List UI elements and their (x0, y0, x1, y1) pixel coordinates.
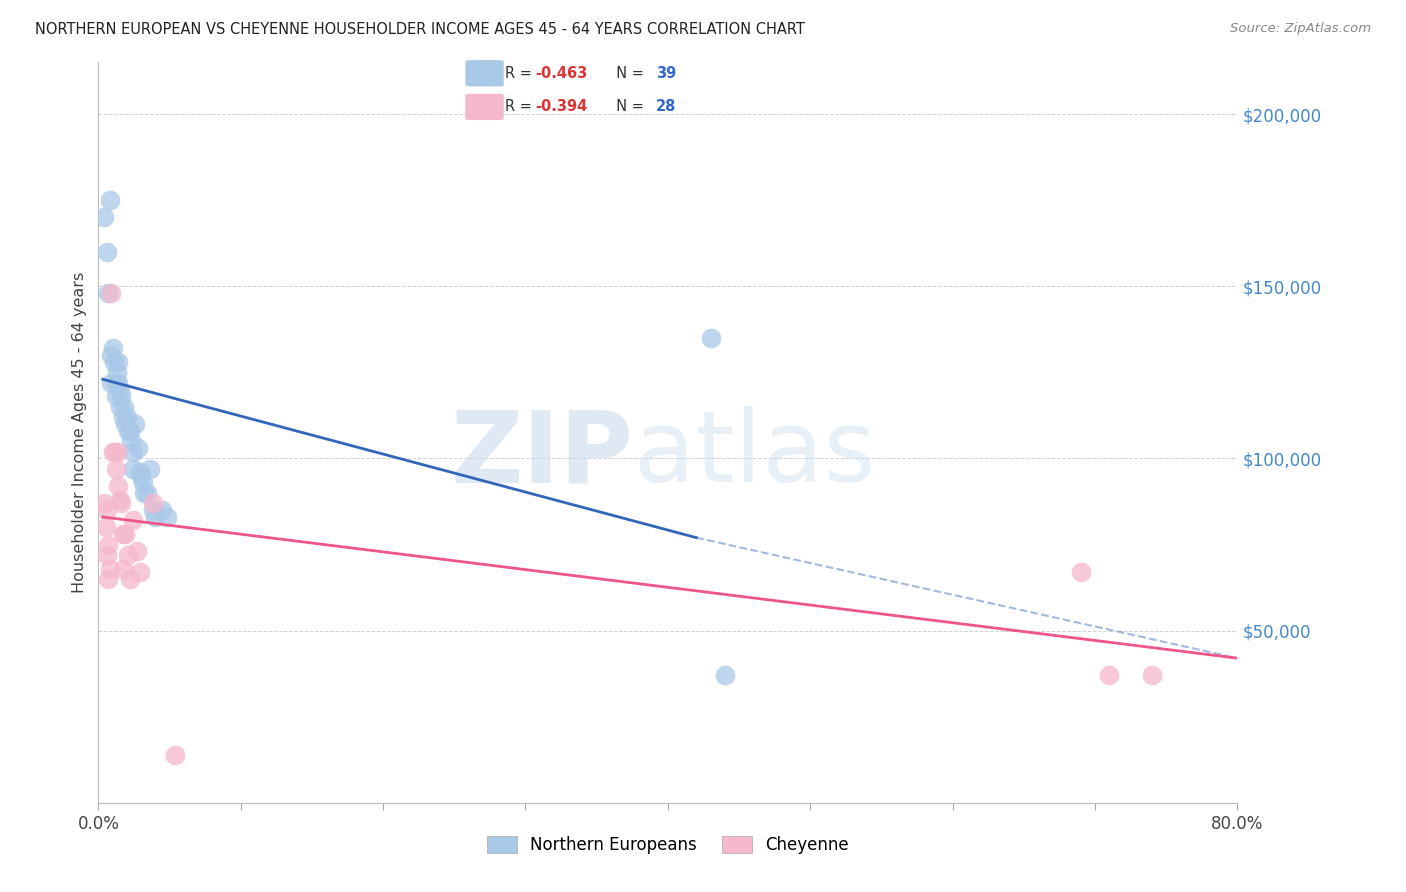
Point (93, 496, 115, 510)
Point (131, 475, 153, 490)
Point (152, 503, 174, 517)
Point (100, 286, 122, 301)
Text: 28: 28 (655, 99, 676, 114)
Point (128, 565, 150, 579)
Point (156, 510, 179, 524)
Point (93, 211, 115, 225)
Point (129, 468, 152, 483)
Point (107, 479, 129, 493)
Point (125, 544, 148, 558)
Point (111, 527, 134, 541)
Text: -0.463: -0.463 (536, 66, 588, 81)
Point (111, 561, 134, 575)
Point (714, 668, 737, 682)
Point (165, 747, 187, 762)
Point (141, 503, 163, 517)
Text: NORTHERN EUROPEAN VS CHEYENNE HOUSEHOLDER INCOME AGES 45 - 64 YEARS CORRELATION : NORTHERN EUROPEAN VS CHEYENNE HOUSEHOLDE… (35, 22, 806, 37)
Point (128, 465, 150, 479)
Text: atlas: atlas (634, 407, 876, 503)
Point (108, 383, 131, 397)
Point (100, 376, 122, 390)
Point (98, 193, 121, 207)
Point (110, 389, 132, 403)
Point (121, 444, 143, 458)
Point (117, 424, 139, 438)
FancyBboxPatch shape (465, 60, 503, 87)
Point (97, 572, 120, 586)
Point (1140, 668, 1163, 682)
Point (114, 417, 136, 431)
Point (104, 462, 127, 476)
Point (117, 548, 139, 562)
Point (110, 496, 132, 510)
Point (121, 462, 143, 476)
Point (96, 503, 118, 517)
Legend: Northern Europeans, Cheyenne: Northern Europeans, Cheyenne (481, 830, 855, 861)
Point (145, 510, 167, 524)
Text: Source: ZipAtlas.com: Source: ZipAtlas.com (1230, 22, 1371, 36)
Point (105, 365, 128, 379)
Point (96, 548, 118, 562)
Point (105, 444, 128, 458)
Point (100, 348, 122, 362)
Point (135, 486, 157, 500)
Text: -0.394: -0.394 (536, 99, 588, 114)
Point (97, 286, 120, 301)
Point (94, 520, 117, 534)
Point (127, 441, 149, 455)
Point (1098, 668, 1121, 682)
Point (115, 410, 138, 425)
Point (120, 434, 142, 449)
Point (124, 417, 146, 431)
FancyBboxPatch shape (465, 94, 503, 120)
Point (141, 496, 163, 510)
Point (118, 424, 141, 438)
Point (699, 331, 721, 345)
Text: ZIP: ZIP (451, 407, 634, 503)
Point (107, 355, 129, 369)
Point (112, 400, 135, 414)
Point (108, 492, 131, 507)
Text: R =: R = (505, 99, 537, 114)
Point (96, 244, 118, 259)
Y-axis label: Householder Income Ages 45 - 64 years: Householder Income Ages 45 - 64 years (72, 272, 87, 593)
Point (98, 561, 121, 575)
Point (107, 376, 129, 390)
Text: N =: N = (606, 99, 648, 114)
Point (132, 486, 155, 500)
Text: 39: 39 (655, 66, 676, 81)
Point (108, 400, 131, 414)
Point (114, 527, 136, 541)
Point (97, 537, 120, 551)
Point (101, 341, 124, 355)
Point (121, 513, 143, 527)
Text: R =: R = (505, 66, 537, 81)
Point (101, 444, 124, 458)
Point (104, 376, 127, 390)
Point (103, 444, 125, 458)
Point (118, 572, 141, 586)
Point (138, 462, 160, 476)
Point (1070, 565, 1092, 579)
Text: N =: N = (606, 66, 648, 81)
Point (103, 355, 125, 369)
Point (111, 410, 134, 425)
Point (104, 389, 127, 403)
